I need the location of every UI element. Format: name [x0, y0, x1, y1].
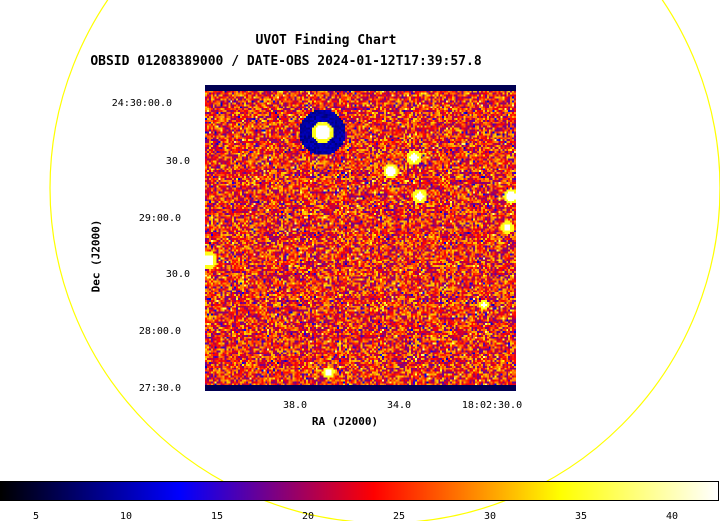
ra-tick-label: 38.0	[282, 400, 308, 411]
dec-tick-label: 29:00.0	[138, 213, 181, 224]
ra-tick-label: 34.0	[386, 400, 412, 411]
chart-title: UVOT Finding Chart	[255, 33, 397, 48]
colorbar-label: 25	[392, 511, 406, 522]
chart-subtitle: OBSID 01208389000 / DATE-OBS 2024-01-12T…	[90, 54, 482, 69]
colorbar-label: 20	[301, 511, 315, 522]
colorbar-label: 40	[665, 511, 679, 522]
ra-tick-label: 18:02:30.0	[461, 400, 523, 411]
ra-axis-label: RA (J2000)	[311, 415, 379, 428]
colorbar-label: 30	[483, 511, 497, 522]
dec-tick-label: 30.0	[165, 269, 190, 280]
colorbar-label: 15	[210, 511, 224, 522]
colorbar	[0, 481, 719, 501]
colorbar-label: 10	[119, 511, 133, 522]
dec-tick-label: 24:30:00.0	[111, 98, 172, 109]
dec-tick-label: 27:30.0	[138, 383, 181, 394]
colorbar-label: 35	[574, 511, 588, 522]
dec-axis-label: Dec (J2000)	[89, 219, 103, 293]
dec-tick-label: 28:00.0	[138, 326, 181, 337]
colorbar-label: 5	[32, 511, 40, 522]
uvot-image	[205, 85, 516, 391]
dec-tick-label: 30.0	[165, 156, 190, 167]
